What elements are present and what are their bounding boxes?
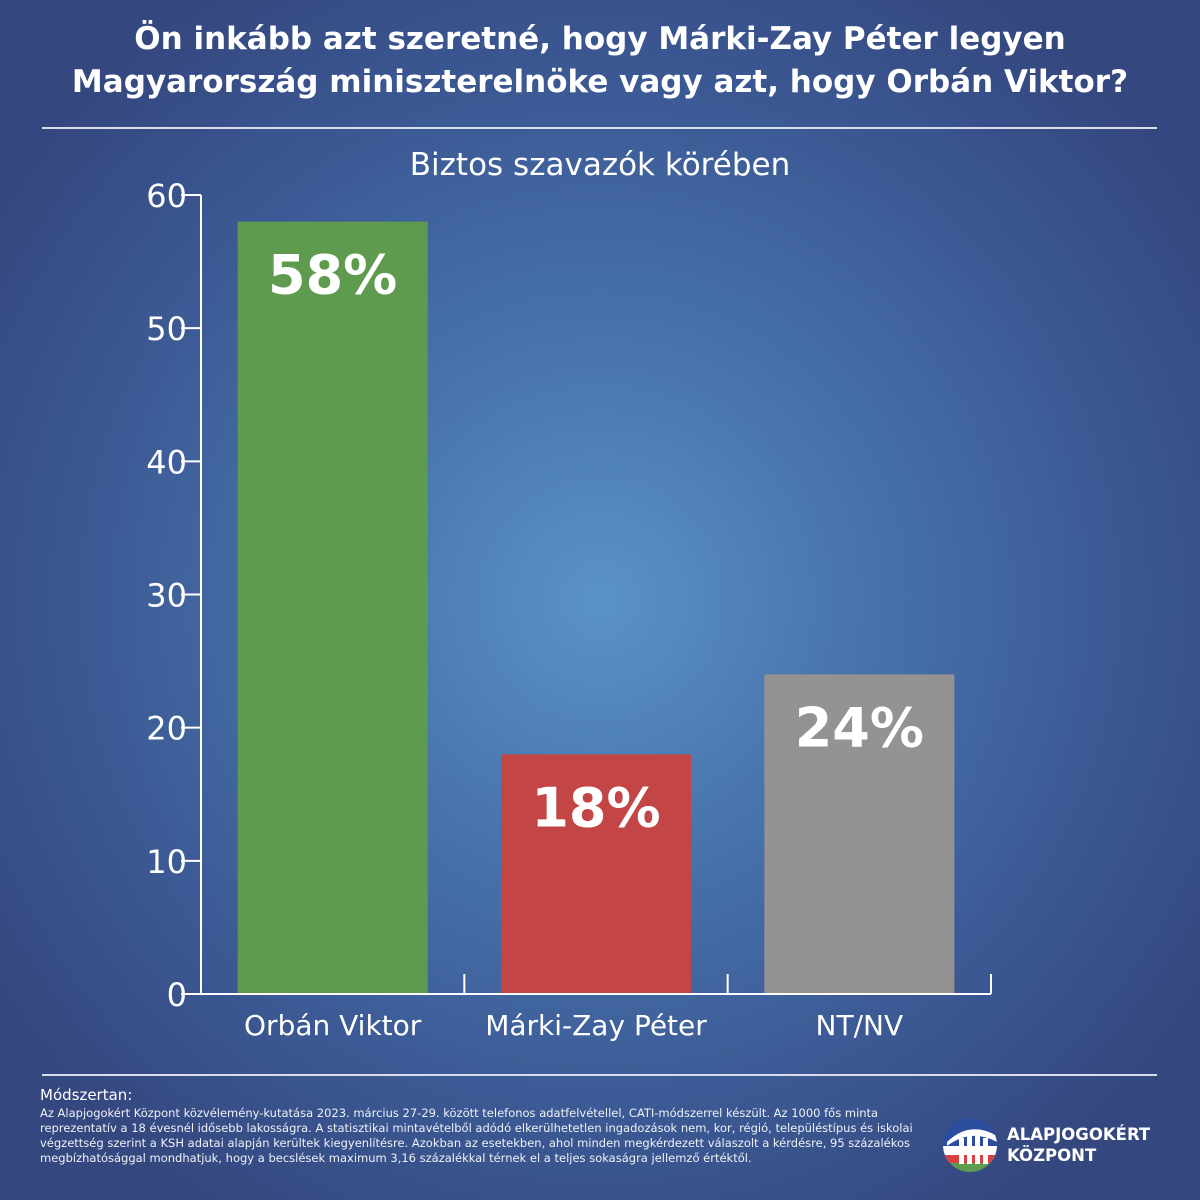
- y-tick-label: 60: [146, 177, 187, 215]
- logo-line-2: KÖZPONT: [1007, 1146, 1097, 1165]
- top-divider: [42, 127, 1157, 129]
- y-tick-label: 50: [146, 310, 187, 348]
- methodology-heading: Módszertan:: [40, 1086, 133, 1104]
- bar-chart: Biztos szavazók körében 0 10 20 30 40 50 60 58…: [146, 147, 955, 1042]
- logo-text: ALAPJOGOKÉRT KÖZPONT: [1007, 1124, 1150, 1166]
- methodology-text: Az Alapjogokért Központ közvélemény-kuta…: [40, 1106, 913, 1165]
- data-label-3: 24%: [795, 696, 924, 759]
- bar-1: [237, 221, 428, 995]
- logo-emblem-icon: [943, 1118, 997, 1172]
- chart-subtitle: Biztos szavazók körében: [410, 147, 790, 183]
- y-tick-label: 30: [146, 577, 187, 615]
- y-tick-label: 20: [146, 710, 187, 748]
- title-line-2: Magyarország miniszterelnöke vagy azt, h…: [71, 64, 1129, 100]
- y-tick-label: 10: [146, 843, 187, 881]
- bar-2: [501, 754, 691, 994]
- title-line-1: Ön inkább azt szeretné, hogy Márki-Zay P…: [134, 21, 1066, 57]
- category-label-1: Orbán Viktor: [244, 1009, 422, 1042]
- logo-line-1: ALAPJOGOKÉRT: [1007, 1125, 1151, 1144]
- data-label-2: 18%: [531, 776, 660, 839]
- y-tick-label: 0: [167, 976, 187, 1014]
- alapjogokert-kozpont-logo: ALAPJOGOKÉRT KÖZPONT: [943, 1116, 1173, 1174]
- bar-3: [764, 674, 955, 994]
- bottom-divider: [42, 1074, 1157, 1076]
- category-label-2: Márki-Zay Péter: [485, 1009, 707, 1042]
- data-label-1: 58%: [268, 244, 397, 307]
- y-tick-label: 40: [146, 443, 187, 481]
- chart-title: Ön inkább azt szeretné, hogy Márki-Zay P…: [0, 18, 1200, 104]
- category-label-3: NT/NV: [816, 1009, 904, 1042]
